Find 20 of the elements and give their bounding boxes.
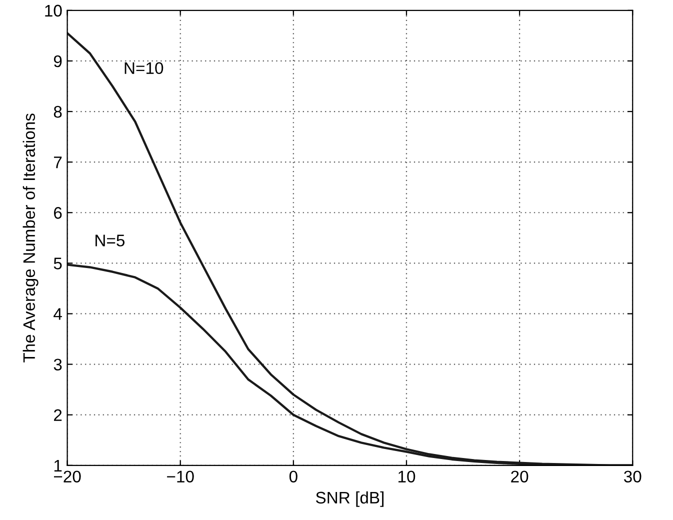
y-tick-label: 1 — [54, 460, 62, 472]
x-tick-label: 0 — [289, 470, 298, 483]
x-tick-label: 10 — [398, 470, 416, 483]
y-tick-label: 6 — [54, 207, 62, 219]
y-tick-label: 10 — [45, 4, 62, 17]
series-label: N=5 — [96, 234, 125, 246]
y-tick-label: 5 — [54, 258, 62, 270]
y-tick-label: 4 — [54, 308, 62, 320]
x-tick-label: −20 — [54, 470, 81, 483]
y-axis-title: The Average Number of Iterations — [22, 114, 38, 362]
y-tick-label: 9 — [54, 55, 62, 68]
y-tick-label: 8 — [54, 106, 62, 118]
y-tick-label: 7 — [54, 156, 62, 168]
series-label: N=10 — [124, 62, 164, 74]
x-tick-label: 30 — [624, 470, 642, 483]
x-axis-title: SNR [dB] — [316, 491, 384, 507]
y-tick-label: 2 — [54, 409, 62, 421]
x-tick-label: 20 — [511, 470, 528, 483]
y-tick-label: 3 — [54, 358, 62, 370]
x-tick-label: −10 — [167, 470, 194, 483]
